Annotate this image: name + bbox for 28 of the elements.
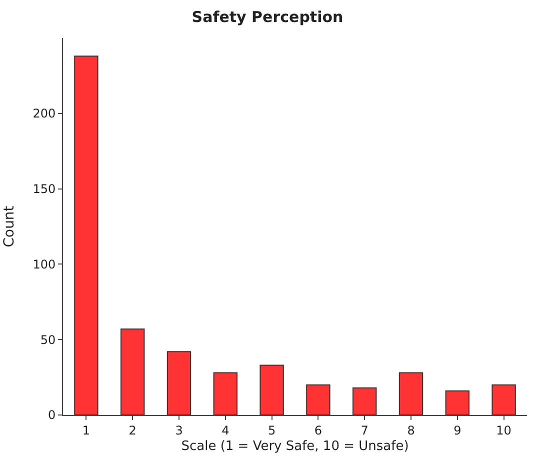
bar bbox=[492, 384, 516, 415]
bar bbox=[213, 372, 238, 415]
bar bbox=[352, 387, 377, 415]
bar bbox=[260, 364, 284, 415]
bar bbox=[445, 390, 470, 415]
x-tick-label: 1 bbox=[82, 423, 90, 438]
bar bbox=[398, 372, 424, 415]
y-axis-title: Count bbox=[1, 205, 18, 248]
bar bbox=[74, 56, 98, 415]
bar bbox=[166, 351, 192, 415]
x-tick-label: 5 bbox=[268, 423, 276, 438]
y-tick-label: 100 bbox=[32, 257, 56, 272]
x-tick-label: 6 bbox=[314, 423, 322, 438]
y-tick-label: 50 bbox=[40, 332, 56, 347]
x-axis-title: Scale (1 = Very Safe, 10 = Unsafe) bbox=[181, 439, 409, 454]
y-tick-label: 200 bbox=[32, 106, 56, 121]
bar bbox=[120, 328, 145, 415]
x-tick-label: 9 bbox=[454, 423, 462, 438]
x-tick-label: 3 bbox=[175, 423, 183, 438]
y-tick-label: 150 bbox=[32, 182, 56, 196]
x-tick-label: 4 bbox=[222, 423, 230, 438]
bar bbox=[306, 384, 330, 415]
x-tick-label: 7 bbox=[360, 423, 368, 438]
y-tick-label: 0 bbox=[48, 408, 56, 422]
x-tick-label: 2 bbox=[128, 423, 136, 438]
x-tick-label: 8 bbox=[407, 423, 415, 438]
chart-title: Safety Perception bbox=[192, 8, 344, 26]
x-tick-label: 10 bbox=[496, 423, 512, 438]
